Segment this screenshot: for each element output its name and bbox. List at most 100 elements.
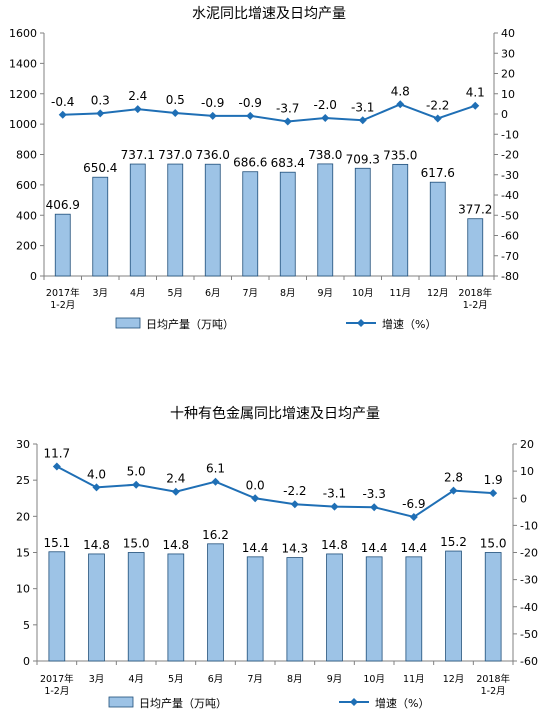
bar [365,556,383,662]
right-tick-label: 10 [520,465,534,478]
bar [286,557,304,662]
bar [279,171,296,277]
right-tick-label: -70 [501,250,519,263]
category-label: 8月 [287,674,303,685]
bar [317,163,334,277]
bar [429,181,446,277]
legend: 日均产量（万吨） 增速（%） [108,696,429,710]
left-tick-label: 30 [16,438,30,451]
legend-bar-label: 日均产量（万吨） [146,317,234,331]
chart-2: 十种有色金属同比增速及日均产量 0 5 10 15 20 25 30 -60 -50 -40 -30 -… [16,405,538,710]
bar-value-label: 16.2 [202,528,229,542]
bar-value-label: 14.4 [361,541,388,555]
right-tick-label: -80 [501,270,519,283]
category-label: 5月 [167,288,183,299]
line-value-label: 4.0 [87,467,106,481]
category-label: 8月 [280,288,296,299]
bar-value-label: 650.4 [83,161,117,175]
category-label: 7月 [247,674,263,685]
right-tick-label: 0 [520,492,527,505]
bar [167,163,184,277]
line-value-label: -6.9 [402,497,425,511]
bar-value-label: 14.4 [242,541,269,555]
chart-title: 水泥同比增速及日均产量 [192,6,346,22]
left-tick-label: 10 [16,583,30,596]
right-tick-label: -60 [520,655,538,668]
right-tick-label: -50 [501,209,519,222]
bar-value-label: 14.8 [162,538,189,552]
line-point [358,116,367,125]
right-tick-label: 10 [501,88,515,101]
chart-title: 十种有色金属同比增速及日均产量 [170,405,380,422]
line-value-label: -3.1 [351,100,374,114]
line-point [171,487,180,496]
line-point [433,114,442,123]
line-value-label: 1.9 [484,473,503,487]
category-label: 11月 [403,674,425,685]
line-point [96,109,105,118]
line-point [52,462,61,471]
legend-line-label: 增速（%） [375,696,429,710]
line-point [330,502,339,511]
bar-value-label: 683.4 [271,156,305,170]
bar [445,550,462,662]
legend-line-label: 增速（%） [382,317,436,331]
left-tick-label: 800 [16,149,37,162]
bar-value-label: 737.1 [121,148,155,162]
line-value-label: -2.2 [426,98,449,112]
line-point [58,110,67,119]
line-value-label: 5.0 [127,465,146,479]
line-point [133,105,142,114]
chart-1: 水泥同比增速及日均产量02004006008001000120014001600… [9,6,519,331]
category-label: 7月 [242,288,258,299]
right-tick-label: -20 [520,547,538,560]
category-label: 4月 [128,674,144,685]
right-tick-label: -10 [520,519,538,532]
line-value-label: 6.1 [206,462,225,476]
category-label: 12月 [443,674,465,685]
category-label: 10月 [352,288,374,299]
bar [467,218,484,277]
line-point [171,108,180,117]
left-tick-label: 200 [16,240,37,253]
line-point [489,489,498,498]
line-point [321,114,330,123]
category-label: 6月 [205,288,221,299]
line-point [290,500,299,509]
line-value-label: -0.9 [201,96,224,110]
growth-line [62,103,476,123]
line-point [92,483,101,492]
left-tick-label: 5 [23,619,30,632]
bar-value-label: 737.0 [158,148,192,162]
category-label: 2018年 1-2月 [458,287,492,311]
line-value-label: -2.0 [314,98,337,112]
legend-line-marker [357,319,365,327]
line-value-label: 11.7 [43,447,70,461]
bar [129,163,146,277]
bar-value-label: 15.0 [480,537,507,551]
line-point [471,101,480,110]
right-tick-label: 0 [501,108,508,121]
right-tick-label: 20 [520,438,534,451]
legend-line-marker [350,698,358,706]
legend-bar-label: 日均产量（万吨） [139,696,227,710]
category-label: 6月 [208,674,224,685]
right-tick-label: -20 [501,149,519,162]
line-value-label: 0.3 [91,93,110,107]
line-value-label: 0.0 [246,478,265,492]
left-tick-label: 1200 [9,88,37,101]
line-point [246,111,255,120]
category-label: 2017年 1-2月 [40,673,74,697]
bar [127,552,145,662]
bar [484,552,502,662]
line-value-label: -3.1 [323,487,346,501]
legend: 日均产量（万吨） 增速（%） [115,317,436,331]
right-tick-label: -10 [501,128,519,141]
line-point [370,503,379,512]
line-point [208,111,217,120]
line-point [449,486,458,495]
category-label: 10月 [363,674,385,685]
left-tick-label: 1000 [9,118,37,131]
bar [326,553,343,662]
bar-value-label: 14.8 [321,538,348,552]
